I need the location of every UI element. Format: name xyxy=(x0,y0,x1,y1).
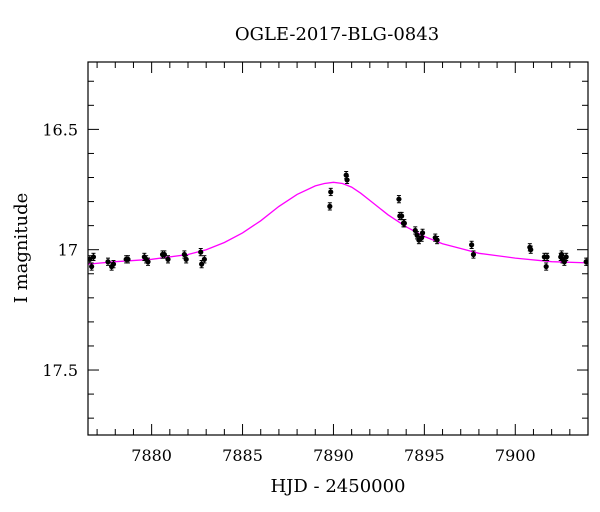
data-point xyxy=(328,187,334,197)
data-point-marker xyxy=(105,259,111,265)
data-point-marker xyxy=(328,189,334,195)
data-point xyxy=(344,175,350,185)
data-point-marker xyxy=(145,259,151,265)
data-point-marker xyxy=(544,254,550,260)
data-point xyxy=(528,245,534,254)
data-point-marker xyxy=(419,235,425,241)
data-point-marker xyxy=(344,177,350,183)
data-point-marker xyxy=(559,251,565,258)
data-point-marker xyxy=(470,251,477,258)
data-point xyxy=(105,257,111,266)
data-point-marker xyxy=(161,251,167,258)
data-point xyxy=(145,257,151,266)
data-point-marker xyxy=(90,254,97,260)
plot-frame xyxy=(87,61,589,436)
x-axis-label: HJD - 2450000 xyxy=(270,476,405,497)
data-point xyxy=(585,257,588,266)
data-point-marker xyxy=(125,256,131,262)
data-point-marker xyxy=(199,261,205,267)
data-point-marker xyxy=(419,230,426,236)
model-curve xyxy=(88,181,588,265)
data-point xyxy=(401,219,407,228)
data-point xyxy=(327,202,333,211)
data-point xyxy=(110,260,117,269)
data-point-marker xyxy=(201,256,207,262)
data-point xyxy=(89,262,95,271)
data-point-marker xyxy=(165,256,171,262)
data-point xyxy=(165,255,171,264)
data-point xyxy=(434,235,440,245)
data-point xyxy=(201,255,207,264)
x-tick-label: 7885 xyxy=(222,446,263,465)
y-tick-label: 17 xyxy=(58,241,78,260)
x-tick-label: 7890 xyxy=(313,446,354,465)
data-point xyxy=(543,262,549,271)
data-point xyxy=(470,250,477,259)
data-point xyxy=(469,240,475,249)
data-point xyxy=(183,255,189,264)
data-point xyxy=(90,252,97,262)
data-point-marker xyxy=(399,213,405,219)
data-point-marker xyxy=(585,259,588,265)
data-point xyxy=(198,248,204,257)
data-point-marker xyxy=(89,263,95,270)
data-point-marker xyxy=(183,256,189,262)
data-point-marker xyxy=(343,172,349,178)
data-point xyxy=(419,228,426,237)
data-point-marker xyxy=(110,261,117,267)
data-point-marker xyxy=(434,237,440,243)
y-axis-label: I magnitude xyxy=(11,193,32,304)
x-tick-label: 7895 xyxy=(404,446,445,465)
y-tick-label: 16.5 xyxy=(42,120,78,139)
data-point xyxy=(544,252,550,262)
axis-ticks xyxy=(88,62,589,435)
data-point-marker xyxy=(528,247,534,253)
data-point-marker xyxy=(563,254,569,260)
chart-title: OGLE-2017-BLG-0843 xyxy=(235,24,439,45)
data-points-layer xyxy=(88,170,588,271)
model-curve-layer xyxy=(88,181,588,265)
data-point xyxy=(161,250,167,259)
axis-tick-labels: 7880 7885 7890 7895 7900 16.5 17 17.5 xyxy=(42,120,535,465)
data-point xyxy=(125,255,131,264)
data-point xyxy=(396,195,402,204)
data-point xyxy=(399,211,405,221)
data-point-marker xyxy=(469,242,475,248)
data-point-marker xyxy=(401,220,407,226)
x-tick-label: 7900 xyxy=(495,446,536,465)
data-point-marker xyxy=(327,203,333,209)
data-point-marker xyxy=(396,196,402,202)
data-point-marker xyxy=(198,249,204,255)
y-tick-label: 17.5 xyxy=(42,361,78,380)
x-tick-label: 7880 xyxy=(131,446,172,465)
data-point-marker xyxy=(543,263,549,270)
data-point xyxy=(563,252,569,262)
